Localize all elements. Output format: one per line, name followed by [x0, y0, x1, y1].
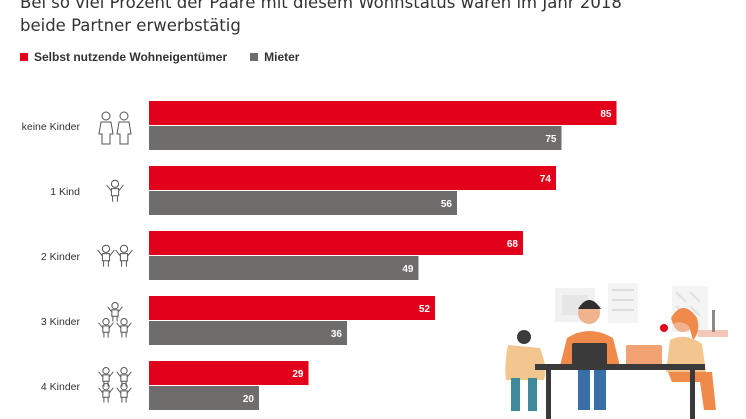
- title-line-1: Bei so viel Prozent der Paare mit diesem…: [20, 0, 622, 12]
- value-label-owner: 74: [540, 174, 552, 185]
- category-label: 2 Kinder: [41, 251, 81, 263]
- bar-renter: [149, 126, 562, 150]
- value-label-owner: 68: [507, 239, 519, 250]
- legend-label-renter: Mieter: [264, 50, 300, 64]
- bar-renter: [149, 386, 259, 410]
- value-label-renter: 56: [441, 199, 453, 210]
- chart-title: Bei so viel Prozent der Paare mit diesem…: [20, 0, 720, 37]
- legend-item-owner: Selbst nutzende Wohneigentümer: [20, 50, 227, 64]
- four-children-icon: [98, 367, 132, 403]
- one-child-icon: [106, 179, 124, 202]
- value-label-renter: 49: [402, 264, 414, 275]
- value-label-renter: 75: [545, 134, 557, 145]
- value-label-owner: 52: [419, 304, 431, 315]
- category-label: 4 Kinder: [41, 381, 81, 393]
- bar-owner: [149, 101, 617, 125]
- title-line-2: beide Partner erwerbstätig: [20, 16, 241, 35]
- icons-group: [97, 111, 133, 403]
- legend-swatch-owner: [20, 53, 28, 61]
- bar-owner: [149, 361, 309, 385]
- two-children-icon: [97, 244, 133, 267]
- three-children-icon: [98, 302, 132, 338]
- bar-renter: [149, 321, 347, 345]
- legend: Selbst nutzende Wohneigentümer Mieter: [20, 49, 322, 65]
- bar-renter: [149, 256, 419, 280]
- value-label-renter: 36: [331, 329, 343, 340]
- bar-owner: [149, 166, 556, 190]
- couple-icon: [98, 111, 132, 145]
- bars-group: keine Kinder 85 75 1 Kind 74 56 2 Kinder 68 49 3 …: [22, 101, 617, 410]
- value-label-renter: 20: [243, 394, 255, 405]
- bar-owner: [149, 296, 435, 320]
- bar-owner: [149, 231, 523, 255]
- legend-label-owner: Selbst nutzende Wohneigentümer: [34, 50, 228, 64]
- category-label: 3 Kinder: [41, 316, 81, 328]
- category-label: keine Kinder: [22, 121, 81, 133]
- legend-item-renter: Mieter: [250, 50, 299, 64]
- legend-swatch-renter: [250, 53, 259, 61]
- family-illustration: [505, 283, 728, 419]
- value-label-owner: 29: [292, 369, 304, 380]
- category-label: 1 Kind: [50, 186, 80, 198]
- bar-renter: [149, 191, 457, 215]
- value-label-owner: 85: [600, 109, 612, 120]
